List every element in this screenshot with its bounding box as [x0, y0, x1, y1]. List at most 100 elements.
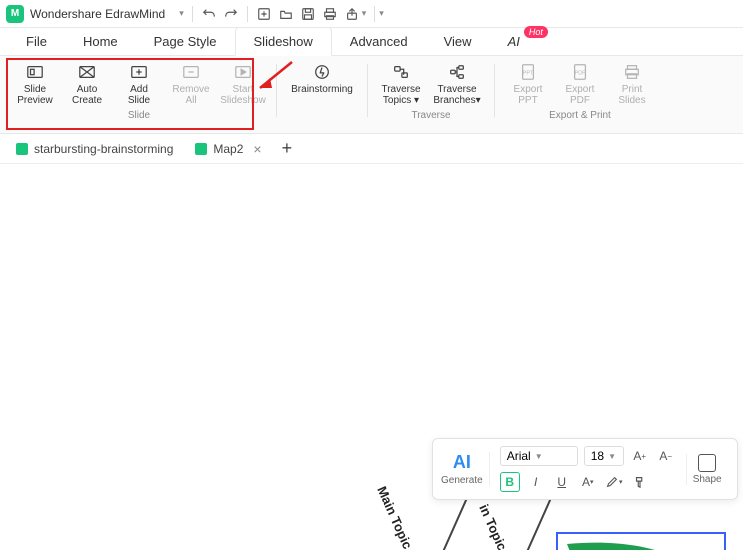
svg-text:PDF: PDF [575, 71, 586, 77]
ribbon-separator [494, 64, 495, 117]
ribbon-separator [276, 64, 277, 117]
auto-create-icon [77, 62, 97, 82]
add-slide-icon [129, 62, 149, 82]
start-slideshow-button[interactable]: StartSlideshow [220, 60, 266, 108]
menu-home[interactable]: Home [65, 28, 136, 55]
menu-page-style[interactable]: Page Style [136, 28, 235, 55]
ribbon-group-export: PPT ExportPPT PDF ExportPDF PrintSlides … [499, 60, 661, 133]
group-label-export: Export & Print [549, 110, 611, 121]
menu-slideshow[interactable]: Slideshow [235, 27, 332, 56]
tab-icon [195, 143, 207, 155]
app-title: Wondershare EdrawMind [30, 7, 165, 21]
main-idea-shape [562, 539, 724, 550]
print-slides-icon [622, 62, 642, 82]
tab-label: Map2 [213, 142, 243, 156]
floating-toolbar: AI Generate Arial▼ 18▼ A+ A− B I U A▾ ▾ … [432, 438, 738, 500]
remove-all-button[interactable]: RemoveAll [168, 60, 214, 108]
tab-starbursting[interactable]: starbursting-brainstorming [6, 138, 183, 160]
menu-advanced[interactable]: Advanced [332, 28, 426, 55]
bold-button[interactable]: B [500, 472, 520, 492]
title-more-icon[interactable]: ▾ [379, 8, 384, 19]
export-ppt-button[interactable]: PPT ExportPPT [505, 60, 551, 108]
branch-label[interactable]: Main Topic [374, 484, 415, 550]
font-family-value: Arial [507, 449, 531, 463]
redo-icon[interactable] [223, 6, 239, 22]
menu-ai-label: AI [508, 34, 520, 49]
group-label-traverse: Traverse [411, 110, 450, 121]
group-label-brainstorm [321, 99, 324, 110]
traverse-branches-label: TraverseBranches▾ [433, 84, 480, 106]
format-painter-button[interactable] [630, 472, 650, 492]
brainstorming-label: Brainstorming [291, 84, 353, 95]
font-color-button[interactable]: A▾ [578, 472, 598, 492]
title-dropdown-icon[interactable]: ▾ [179, 8, 184, 19]
app-logo-icon: M [6, 5, 24, 23]
font-size-value: 18 [591, 449, 604, 463]
share-dropdown-icon[interactable]: ▾ [362, 8, 367, 19]
traverse-branches-button[interactable]: TraverseBranches▾ [430, 60, 484, 108]
traverse-topics-label: TraverseTopics ▾ [381, 84, 420, 106]
title-bar: M Wondershare EdrawMind ▾ ▾ ▾ [0, 0, 743, 28]
print-slides-button[interactable]: PrintSlides [609, 60, 655, 108]
export-pdf-icon: PDF [570, 62, 590, 82]
ribbon-group-brainstorm: Brainstorming [281, 60, 363, 133]
new-icon[interactable] [256, 6, 272, 22]
tab-label: starbursting-brainstorming [34, 142, 173, 156]
undo-icon[interactable] [201, 6, 217, 22]
remove-all-label: RemoveAll [172, 84, 209, 106]
ai-icon: AI [453, 452, 471, 473]
ribbon-group-slide: SlidePreview AutoCreate AddSlide RemoveA… [6, 60, 272, 133]
brainstorming-button[interactable]: Brainstorming [287, 60, 357, 97]
open-icon[interactable] [278, 6, 294, 22]
ai-generate-button[interactable]: AI Generate [441, 452, 490, 486]
export-ppt-label: ExportPPT [514, 84, 543, 106]
menu-ai[interactable]: AI Hot [490, 28, 538, 55]
start-slideshow-label: StartSlideshow [220, 84, 266, 106]
add-slide-button[interactable]: AddSlide [116, 60, 162, 108]
print-slides-label: PrintSlides [618, 84, 645, 106]
ribbon-separator [367, 64, 368, 117]
menu-view[interactable]: View [426, 28, 490, 55]
shape-icon [698, 454, 716, 472]
tab-icon [16, 143, 28, 155]
canvas[interactable]: Main Topic in Topic Main T Main Idea AI … [0, 164, 743, 550]
document-tabs: starbursting-brainstorming Map2 × + [0, 134, 743, 164]
add-tab-button[interactable]: + [274, 138, 301, 159]
slide-preview-button[interactable]: SlidePreview [12, 60, 58, 108]
menu-file[interactable]: File [8, 28, 65, 55]
traverse-branches-icon [447, 62, 467, 82]
ai-generate-label: Generate [441, 475, 483, 486]
highlight-button[interactable]: ▾ [604, 472, 624, 492]
increase-font-icon[interactable]: A+ [630, 446, 650, 466]
shape-button[interactable]: Shape [686, 454, 722, 485]
traverse-topics-icon [391, 62, 411, 82]
ribbon-group-traverse: TraverseTopics ▾ TraverseBranches▾ Trave… [372, 60, 490, 133]
traverse-topics-button[interactable]: TraverseTopics ▾ [378, 60, 424, 108]
hot-badge: Hot [524, 26, 548, 38]
share-icon[interactable] [344, 6, 360, 22]
font-size-select[interactable]: 18▼ [584, 446, 624, 466]
decrease-font-icon[interactable]: A− [656, 446, 676, 466]
save-icon[interactable] [300, 6, 316, 22]
font-family-select[interactable]: Arial▼ [500, 446, 578, 466]
add-slide-label: AddSlide [128, 84, 150, 106]
italic-button[interactable]: I [526, 472, 546, 492]
underline-button[interactable]: U [552, 472, 572, 492]
ribbon: SlidePreview AutoCreate AddSlide RemoveA… [0, 56, 743, 134]
auto-create-button[interactable]: AutoCreate [64, 60, 110, 108]
tab-map2[interactable]: Map2 × [185, 137, 271, 161]
print-icon[interactable] [322, 6, 338, 22]
auto-create-label: AutoCreate [72, 84, 102, 106]
export-pdf-label: ExportPDF [566, 84, 595, 106]
slide-preview-label: SlidePreview [17, 84, 53, 106]
branch-label[interactable]: in Topic [476, 502, 510, 550]
start-slideshow-icon [233, 62, 253, 82]
remove-all-icon [181, 62, 201, 82]
main-idea-node[interactable]: Main Idea [556, 532, 726, 550]
export-ppt-icon: PPT [518, 62, 538, 82]
shape-label: Shape [693, 474, 722, 485]
menu-bar: File Home Page Style Slideshow Advanced … [0, 28, 743, 56]
group-label-slide: Slide [128, 110, 150, 121]
close-icon[interactable]: × [253, 141, 261, 157]
export-pdf-button[interactable]: PDF ExportPDF [557, 60, 603, 108]
